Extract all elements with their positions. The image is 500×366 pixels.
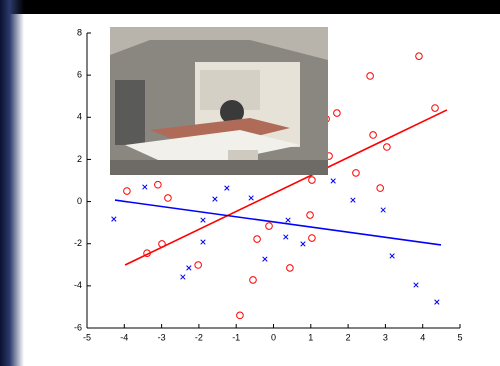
x-tick-label: -2 <box>195 332 203 342</box>
point <box>350 197 356 203</box>
x-tick-label: 0 <box>271 332 276 342</box>
point <box>352 169 360 177</box>
point <box>142 184 148 190</box>
x-tick-label: 3 <box>383 332 388 342</box>
point <box>200 239 206 245</box>
photo-part <box>110 160 328 175</box>
x-tick-label: 1 <box>308 332 313 342</box>
point <box>389 253 395 259</box>
x-tick-label: -1 <box>232 332 240 342</box>
x-tick-label: -4 <box>120 332 128 342</box>
photo <box>110 27 328 175</box>
y-tick-label: -4 <box>74 280 82 290</box>
point <box>431 104 439 112</box>
y-tick-label: -2 <box>74 238 82 248</box>
point <box>330 178 336 184</box>
photo-part <box>115 80 145 145</box>
point <box>308 176 316 184</box>
fit-line <box>124 109 448 266</box>
point <box>154 180 162 189</box>
point <box>123 187 131 195</box>
point <box>434 299 440 305</box>
x-tick-label: 4 <box>420 332 425 342</box>
photo-part <box>220 100 244 124</box>
point <box>415 52 423 60</box>
y-tick-label: 0 <box>77 196 82 206</box>
x-tick-label: -3 <box>158 332 166 342</box>
x-tick-label: -5 <box>83 332 91 342</box>
left-band <box>0 0 24 366</box>
point <box>265 222 273 230</box>
point <box>285 217 291 223</box>
point <box>262 256 268 262</box>
y-tick-label: 2 <box>77 154 82 164</box>
point <box>380 207 386 213</box>
point <box>111 216 117 222</box>
point <box>212 196 218 202</box>
point <box>376 184 384 192</box>
point <box>164 194 172 202</box>
y-tick-label: 8 <box>77 27 82 37</box>
point <box>224 185 230 191</box>
point <box>333 109 341 117</box>
point <box>249 276 257 284</box>
photo-part <box>110 27 328 60</box>
point <box>308 234 316 242</box>
point <box>236 311 244 320</box>
fit-line <box>114 199 442 246</box>
point <box>413 282 419 288</box>
point <box>306 211 314 219</box>
point <box>186 265 192 271</box>
x-tick-label: 2 <box>346 332 351 342</box>
y-tick-label: -6 <box>74 322 82 332</box>
top-band <box>0 0 500 14</box>
point <box>383 143 391 151</box>
y-tick-label: 4 <box>77 112 82 122</box>
point <box>253 235 261 243</box>
point <box>180 274 186 280</box>
point <box>200 217 206 223</box>
point <box>248 195 254 201</box>
point <box>283 234 289 240</box>
y-tick-label: 6 <box>77 70 82 80</box>
point <box>366 72 374 80</box>
point <box>286 264 294 272</box>
point <box>194 261 202 269</box>
point <box>369 131 377 139</box>
x-tick-label: 5 <box>457 332 462 342</box>
point <box>300 241 306 247</box>
